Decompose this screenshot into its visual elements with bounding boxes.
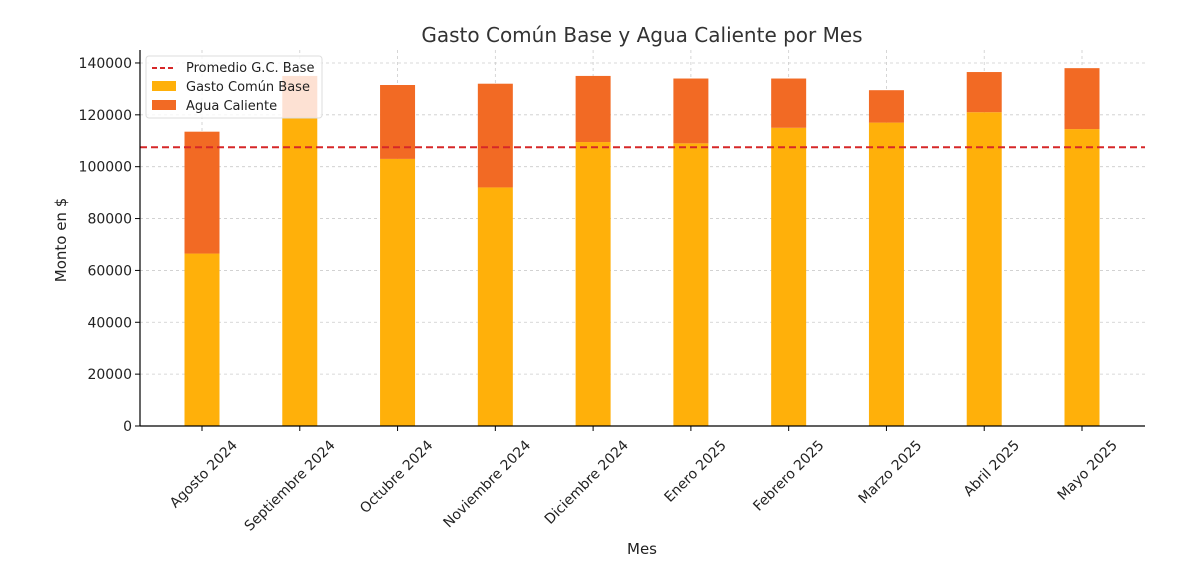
y-tick-label: 60000 bbox=[87, 263, 132, 279]
bar-agua-caliente bbox=[1064, 68, 1100, 130]
legend-box bbox=[145, 55, 323, 119]
x-tick-label: Enero 2025 bbox=[662, 438, 730, 506]
bar-gasto-comun-base bbox=[184, 253, 220, 426]
bar-gasto-comun-base bbox=[966, 112, 1002, 426]
legend-label-gasto-comun-base: Gasto Común Base bbox=[186, 80, 310, 95]
y-tick-label: 100000 bbox=[79, 160, 132, 176]
x-tick-label: Marzo 2025 bbox=[856, 438, 926, 508]
legend-label-promedio: Promedio G.C. Base bbox=[186, 61, 314, 76]
legend-label-agua-caliente: Agua Caliente bbox=[186, 99, 277, 114]
y-tick-label: 140000 bbox=[79, 56, 132, 72]
legend-swatch-agua-caliente bbox=[152, 100, 176, 110]
chart-title: Gasto Común Base y Agua Caliente por Mes bbox=[421, 23, 862, 47]
bar-gasto-comun-base bbox=[380, 158, 416, 426]
bar-agua-caliente bbox=[477, 83, 513, 188]
bar-gasto-comun-base bbox=[282, 117, 318, 427]
bar-agua-caliente bbox=[966, 72, 1002, 113]
legend-swatch-gasto-comun-base bbox=[152, 81, 176, 91]
y-tick-label: 20000 bbox=[87, 367, 132, 383]
y-tick-label: 0 bbox=[123, 419, 132, 435]
y-tick-label: 80000 bbox=[87, 212, 132, 228]
bar-gasto-comun-base bbox=[575, 142, 611, 426]
bar-agua-caliente bbox=[673, 78, 709, 144]
bar-gasto-comun-base bbox=[673, 143, 709, 426]
x-tick-label: Agosto 2024 bbox=[167, 437, 241, 511]
bar-gasto-comun-base bbox=[1064, 129, 1100, 426]
bar-gasto-comun-base bbox=[477, 187, 513, 426]
x-axis-label: Mes bbox=[627, 540, 657, 558]
bar-agua-caliente bbox=[184, 131, 220, 254]
bar-gasto-comun-base bbox=[771, 127, 807, 427]
x-tick-label: Septiembre 2024 bbox=[242, 437, 339, 534]
y-tick-label: 120000 bbox=[79, 108, 132, 124]
x-tick-label: Noviembre 2024 bbox=[440, 437, 534, 531]
y-tick-label: 40000 bbox=[87, 315, 132, 331]
x-tick-label: Diciembre 2024 bbox=[542, 437, 632, 527]
x-tick-label: Abril 2025 bbox=[961, 438, 1023, 500]
bars-layer bbox=[184, 68, 1100, 427]
legend: Promedio G.C. Base Gasto Común Base Agua C… bbox=[145, 55, 323, 119]
x-tick-label: Octubre 2024 bbox=[357, 437, 436, 516]
x-tick-label: Mayo 2025 bbox=[1055, 438, 1121, 504]
bar-gasto-comun-base bbox=[868, 122, 904, 426]
bar-agua-caliente bbox=[575, 75, 611, 143]
x-tick-label: Febrero 2025 bbox=[750, 438, 827, 515]
bar-agua-caliente bbox=[868, 90, 904, 123]
y-axis-label: Monto en $ bbox=[52, 198, 70, 283]
bar-agua-caliente bbox=[771, 78, 807, 128]
